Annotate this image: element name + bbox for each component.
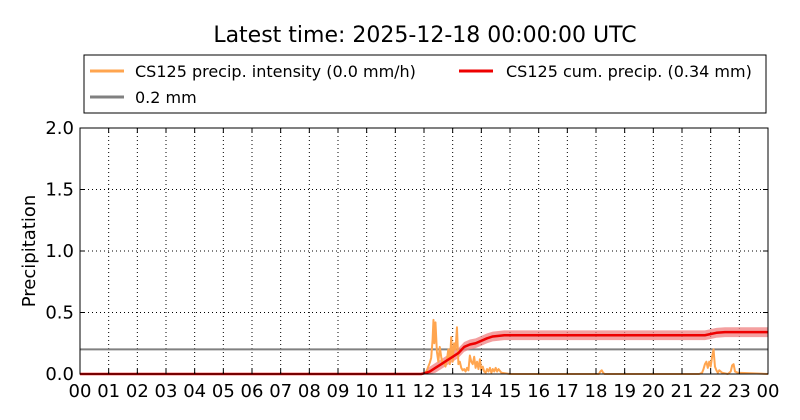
- legend-label-cumulative: CS125 cum. precip. (0.34 mm): [506, 62, 752, 81]
- cumulative-uncertainty-band: [80, 327, 768, 374]
- legend-label-intensity: CS125 precip. intensity (0.0 mm/h): [135, 62, 416, 81]
- y-axis-label: Precipitation: [19, 195, 40, 308]
- x-tick-label: 07: [269, 381, 292, 402]
- x-tick-label: 18: [585, 381, 608, 402]
- y-tick-label: 0.5: [45, 303, 74, 324]
- y-tick-label: 0.0: [45, 364, 74, 385]
- x-tick-label: 04: [183, 381, 206, 402]
- x-tick-label: 22: [699, 381, 722, 402]
- chart-title: Latest time: 2025-12-18 00:00:00 UTC: [213, 23, 636, 48]
- y-tick-label: 1.0: [45, 241, 74, 262]
- cumulative-line: [80, 330, 768, 376]
- x-tick-label: 01: [97, 381, 120, 402]
- x-tick-label: 12: [413, 381, 436, 402]
- x-tick-label: 08: [298, 381, 321, 402]
- x-tick-label: 00: [757, 381, 780, 402]
- y-tick-label: 1.5: [45, 180, 74, 201]
- x-tick-label: 00: [69, 381, 92, 402]
- x-tick-label: 19: [613, 381, 636, 402]
- x-tick-label: 02: [126, 381, 149, 402]
- x-tick-label: 23: [728, 381, 751, 402]
- axis-ticks: 00 01 02 03 04 05 06 07 08 09 10 11 12 13 14 15 16 17 18 19…: [45, 118, 779, 402]
- plot-area: [80, 318, 769, 376]
- x-tick-label: 03: [155, 381, 178, 402]
- x-tick-label: 17: [556, 381, 579, 402]
- x-tick-label: 14: [470, 381, 493, 402]
- legend-label-threshold: 0.2 mm: [135, 88, 197, 107]
- intensity-line: [80, 318, 769, 375]
- x-tick-label: 15: [499, 381, 522, 402]
- y-tick-label: 2.0: [45, 118, 74, 139]
- x-tick-label: 06: [241, 381, 264, 402]
- legend-frame: [83, 54, 767, 114]
- x-tick-label: 21: [671, 381, 694, 402]
- x-tick-label: 13: [441, 381, 464, 402]
- x-tick-label: 05: [212, 381, 235, 402]
- x-tick-label: 11: [384, 381, 407, 402]
- x-tick-label: 16: [527, 381, 550, 402]
- x-tick-label: 09: [327, 381, 350, 402]
- x-tick-label: 10: [355, 381, 378, 402]
- x-tick-label: 20: [642, 381, 665, 402]
- legend: CS125 precip. intensity (0.0 mm/h) CS125…: [83, 54, 767, 114]
